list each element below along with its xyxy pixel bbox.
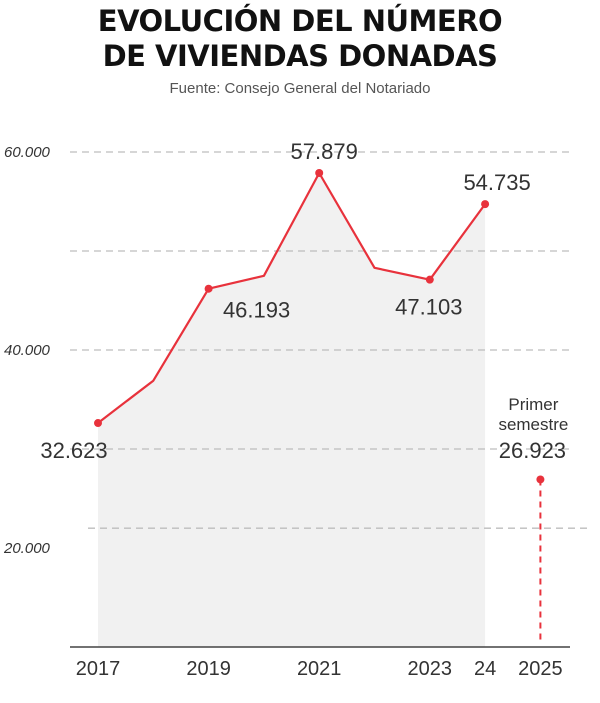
line-layer [94, 168, 490, 428]
y-tick-label: 20.000 [3, 540, 51, 557]
data-point [204, 284, 213, 293]
partial-point [536, 475, 545, 484]
data-point [425, 275, 434, 284]
partial-note: semestre [498, 415, 568, 434]
data-label: 32.623 [40, 438, 107, 463]
y-tick-label: 60.000 [4, 144, 51, 161]
partial-label: 26.923 [499, 438, 566, 463]
data-label: 54.735 [463, 170, 530, 195]
partial-note: Primer [508, 395, 558, 414]
data-label: 57.879 [291, 139, 358, 164]
area-layer [98, 173, 486, 647]
x-tick-label: 2019 [186, 658, 231, 680]
x-tick-label: 24 [474, 658, 496, 680]
chart-title-line-2: DE VIVIENDAS DONADAS [102, 39, 498, 73]
x-tick-label: 2017 [76, 658, 121, 680]
x-tick-label: 2025 [518, 658, 563, 680]
label-layer: 32.623 46.193 57.879 47.103 54.735 [40, 139, 530, 463]
chart-title-line-1: EVOLUCIÓN DEL NÚMERO [97, 4, 503, 38]
data-point [481, 200, 490, 209]
data-label: 47.103 [395, 295, 462, 320]
y-tick-label: 40.000 [4, 342, 51, 359]
data-point [315, 168, 324, 177]
data-point [94, 419, 102, 428]
data-label: 46.193 [223, 298, 290, 323]
x-tick-label: 2021 [297, 658, 342, 680]
x-tick-label: 2023 [408, 658, 453, 680]
axis-layer: 60.000 40.000 20.000 2017 2019 2021 2023 24 2025 [3, 144, 570, 680]
area-fill [98, 173, 486, 647]
series-line [97, 171, 486, 424]
chart-title: EVOLUCIÓN DEL NÚMERO DE VIVIENDAS DONADA… [0, 4, 600, 74]
chart-source: Fuente: Consejo General del Notariado [169, 80, 431, 97]
